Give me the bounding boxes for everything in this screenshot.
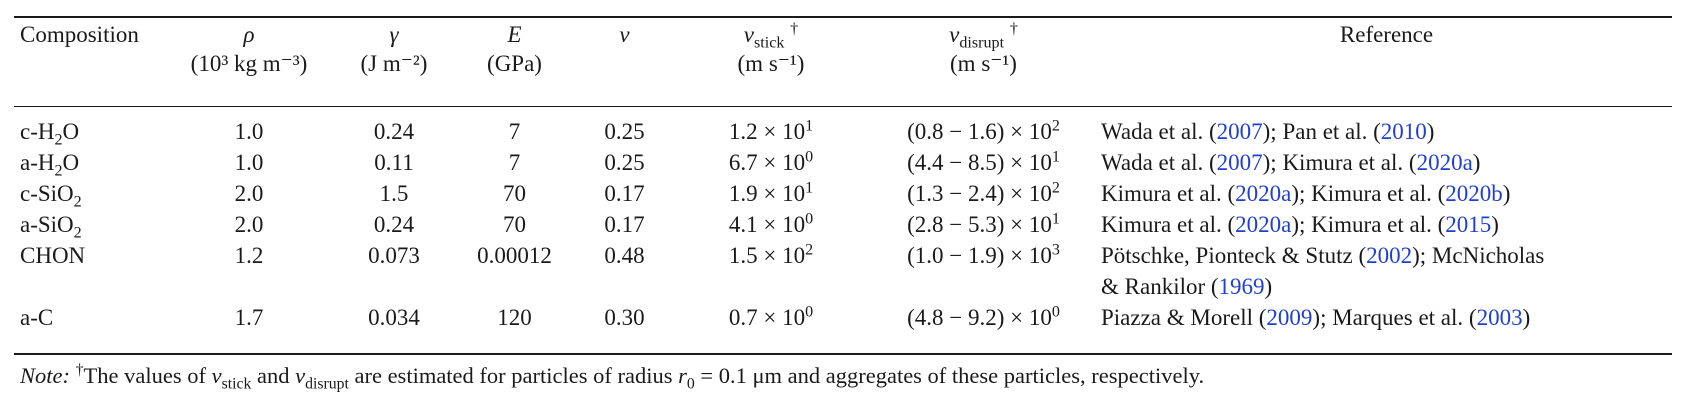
v-disrupt-cell: (1.0 − 1.9) × 103 — [907, 241, 1060, 268]
surface-energy-cell: 1.5 — [379, 181, 409, 206]
header-reference: Reference — [1339, 22, 1434, 47]
v-stick-cell: 1.9 × 101 — [728, 179, 814, 206]
poisson-ratio-cell: 0.48 — [604, 243, 645, 268]
citation-link[interactable]: 2009 — [1266, 305, 1313, 330]
v-disrupt-cell: (4.8 − 9.2) × 100 — [907, 303, 1060, 330]
citation-link[interactable]: 2020a — [1416, 150, 1473, 175]
bottom-rule — [14, 353, 1672, 355]
poisson-ratio-cell: 0.25 — [604, 150, 645, 175]
header-youngs-modulus: E (GPa) — [487, 22, 542, 76]
header-composition: Composition — [20, 22, 139, 47]
reference-cell: Piazza & Morell (2009); Marques et al. (… — [1101, 305, 1531, 330]
poisson-ratio-cell: 0.17 — [604, 212, 645, 237]
note-label: Note: — [20, 363, 70, 388]
table-note: Note: †The values of vstick and vdisrupt… — [20, 361, 1205, 393]
citation-link[interactable]: 2007 — [1216, 119, 1263, 144]
poisson-ratio-cell: 0.30 — [604, 305, 645, 330]
header-rule — [14, 106, 1672, 107]
composition-cell: c-SiO2 — [20, 181, 82, 211]
citation-link[interactable]: 2015 — [1445, 212, 1492, 237]
citation-link[interactable]: 2020a — [1235, 181, 1292, 206]
citation-link[interactable]: 2020b — [1445, 181, 1503, 206]
table-row: a-SiO2 2.0 0.24 70 0.17 4.1 × 100 (2.8 −… — [14, 209, 1672, 242]
v-stick-cell: 1.2 × 101 — [728, 117, 814, 144]
reference-cell: Kimura et al. (2020a); Kimura et al. (20… — [1101, 212, 1499, 237]
reference-cell: Pötschke, Pionteck & Stutz (2002); McNic… — [1101, 243, 1545, 299]
properties-table: Composition ρ (10³ kg m⁻³) γ (J m⁻²) E (… — [14, 20, 1672, 333]
table-row: a-C 1.7 0.034 120 0.30 0.7 × 100 (4.8 − … — [14, 302, 1672, 333]
density-cell: 2.0 — [234, 212, 264, 237]
reference-cell: Wada et al. (2007); Pan et al. (2010) — [1101, 119, 1435, 144]
citation-link[interactable]: 2003 — [1476, 305, 1523, 330]
surface-energy-cell: 0.24 — [373, 119, 415, 144]
reference-cell: Kimura et al. (2020a); Kimura et al. (20… — [1101, 181, 1511, 206]
dagger-mark: † — [75, 361, 84, 379]
citation-link[interactable]: 2007 — [1216, 150, 1263, 175]
composition-cell: CHON — [20, 243, 86, 268]
header-v-disrupt: vdisrupt † (m s⁻¹) — [949, 20, 1018, 76]
header-surface-energy: γ (J m⁻²) — [360, 22, 428, 76]
surface-energy-cell: 0.073 — [368, 243, 420, 268]
youngs-modulus-cell: 120 — [497, 305, 532, 330]
composition-cell: a-SiO2 — [20, 212, 82, 242]
surface-energy-cell: 0.11 — [374, 150, 414, 175]
top-rule — [14, 16, 1672, 18]
poisson-ratio-cell: 0.17 — [604, 181, 645, 206]
table-row: a-H2O 1.0 0.11 7 0.25 6.7 × 100 (4.4 − 8… — [14, 147, 1672, 180]
citation-link[interactable]: 2002 — [1366, 243, 1413, 268]
v-stick-cell: 6.7 × 100 — [728, 148, 814, 175]
table-row: c-H2O 1.0 0.24 7 0.25 1.2 × 101 (0.8 − 1… — [14, 106, 1672, 149]
citation-link[interactable]: 2010 — [1380, 119, 1427, 144]
header-poisson-ratio: ν — [619, 22, 630, 47]
table-row: CHON 1.2 0.073 0.00012 0.48 1.5 × 102 (1… — [14, 240, 1672, 302]
youngs-modulus-cell: 70 — [503, 181, 526, 206]
density-cell: 1.7 — [234, 305, 264, 330]
poisson-ratio-cell: 0.25 — [604, 119, 645, 144]
v-disrupt-cell: (1.3 − 2.4) × 102 — [907, 179, 1060, 206]
v-disrupt-cell: (0.8 − 1.6) × 102 — [907, 117, 1060, 144]
header-density: ρ (10³ kg m⁻³) — [190, 22, 308, 76]
density-cell: 2.0 — [234, 181, 264, 206]
v-stick-cell: 1.5 × 102 — [728, 241, 814, 268]
composition-cell: a-H2O — [20, 150, 80, 180]
youngs-modulus-cell: 7 — [508, 119, 521, 144]
surface-energy-cell: 0.24 — [373, 212, 415, 237]
header-row: Composition ρ (10³ kg m⁻³) γ (J m⁻²) E (… — [14, 20, 1672, 106]
density-cell: 1.2 — [234, 243, 264, 268]
v-disrupt-cell: (2.8 − 5.3) × 101 — [907, 210, 1060, 237]
surface-energy-cell: 0.034 — [368, 305, 420, 330]
v-stick-cell: 4.1 × 100 — [728, 210, 814, 237]
composition-cell: c-H2O — [20, 119, 80, 149]
v-stick-cell: 0.7 × 100 — [728, 303, 814, 330]
youngs-modulus-cell: 70 — [503, 212, 526, 237]
youngs-modulus-cell: 0.00012 — [477, 243, 552, 268]
density-cell: 1.0 — [234, 119, 264, 144]
citation-link[interactable]: 2020a — [1235, 212, 1292, 237]
youngs-modulus-cell: 7 — [508, 150, 521, 175]
citation-link[interactable]: 1969 — [1218, 274, 1265, 299]
table-row: c-SiO2 2.0 1.5 70 0.17 1.9 × 101 (1.3 − … — [14, 178, 1672, 211]
density-cell: 1.0 — [234, 150, 264, 175]
header-v-stick: vstick † (m s⁻¹) — [737, 20, 805, 76]
v-disrupt-cell: (4.4 − 8.5) × 101 — [907, 148, 1060, 175]
reference-cell: Wada et al. (2007); Kimura et al. (2020a… — [1101, 150, 1481, 175]
composition-cell: a-C — [20, 305, 54, 330]
